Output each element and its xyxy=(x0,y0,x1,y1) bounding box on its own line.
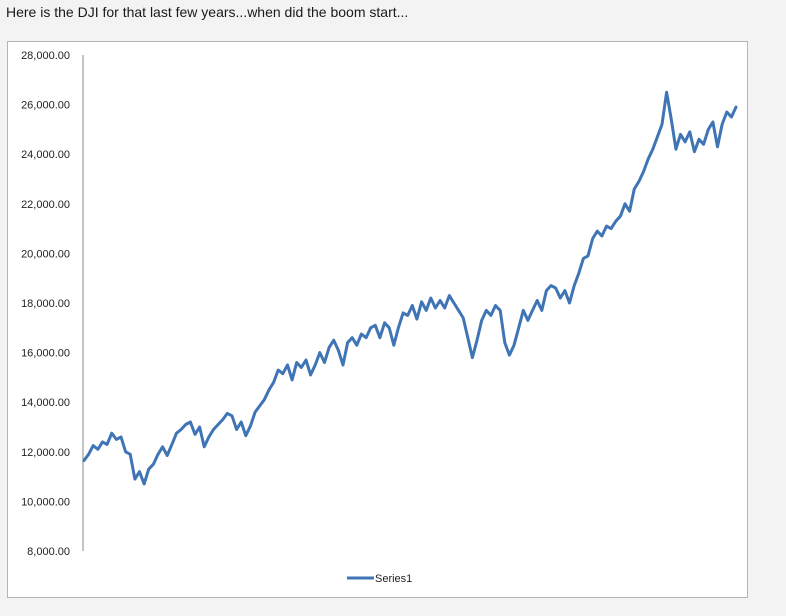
line-chart: 8,000.00 10,000.00 12,000.00 14,000.00 16,00… xyxy=(21,50,738,585)
legend: Series1 xyxy=(347,573,412,585)
chart-area: 8,000.00 10,000.00 12,000.00 14,000.00 16,00… xyxy=(7,41,748,598)
y-tick-label: 14,000.00 xyxy=(21,397,70,409)
series-line xyxy=(82,90,738,486)
y-axis: 8,000.00 10,000.00 12,000.00 14,000.00 16,00… xyxy=(21,50,84,558)
y-tick-label: 12,000.00 xyxy=(21,447,70,459)
y-tick-label: 28,000.00 xyxy=(21,50,70,62)
legend-label: Series1 xyxy=(375,573,412,585)
y-tick-label: 10,000.00 xyxy=(21,496,70,508)
series-layer xyxy=(82,90,738,486)
post-text: Here is the DJI for that last few years.… xyxy=(6,4,409,20)
y-tick-label: 26,000.00 xyxy=(21,100,70,112)
y-tick-label: 8,000.00 xyxy=(27,546,70,558)
y-tick-label: 22,000.00 xyxy=(21,199,70,211)
y-tick-label: 16,000.00 xyxy=(21,348,70,360)
y-tick-label: 18,000.00 xyxy=(21,298,70,310)
y-tick-label: 24,000.00 xyxy=(21,149,70,161)
y-tick-label: 20,000.00 xyxy=(21,248,70,260)
